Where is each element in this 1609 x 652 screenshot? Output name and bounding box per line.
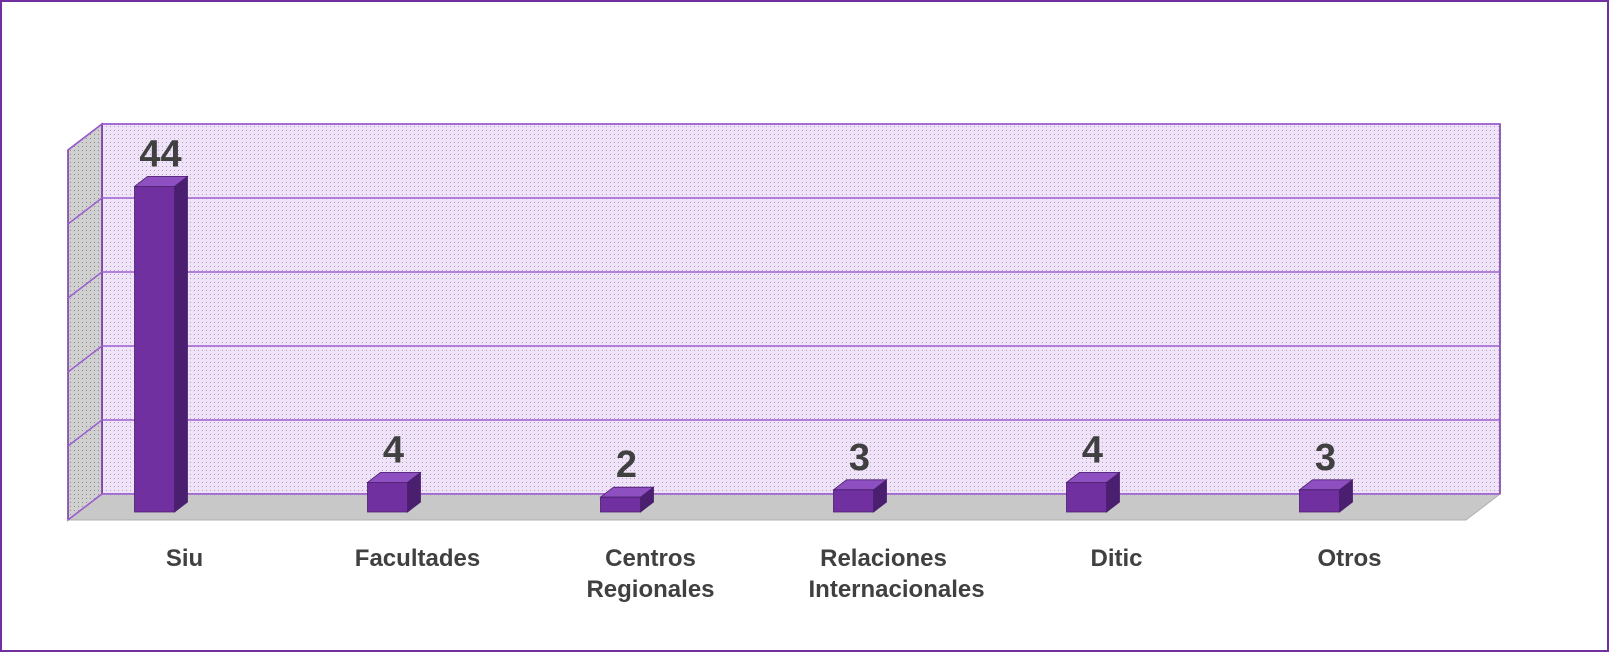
grid-line-side (67, 345, 103, 373)
bar-front (367, 481, 408, 513)
x-tick-label: Centros Regionales (586, 545, 715, 603)
value-label: 3 (849, 437, 870, 479)
bar (1298, 478, 1354, 513)
bar-front (600, 496, 641, 513)
value-label: 4 (1082, 429, 1103, 471)
x-tick-label: Facultades (354, 545, 481, 572)
bar (133, 175, 189, 513)
value-label: 2 (616, 444, 637, 486)
bar-front (134, 185, 175, 513)
value-label: 44 (139, 133, 181, 175)
x-tick-label: Ditic (1090, 545, 1143, 572)
x-tick-label: Siu (165, 545, 204, 572)
x-tick-label: Otros (1317, 545, 1382, 572)
bar (599, 486, 655, 513)
bar (832, 478, 888, 513)
grid-line-side (67, 419, 103, 447)
bar-front (1066, 481, 1107, 513)
back-wall (101, 123, 1501, 495)
x-tick-label: Relaciones Internacionales (808, 545, 985, 603)
bar-front (833, 489, 874, 513)
bar-front (1299, 489, 1340, 513)
bar (366, 471, 422, 513)
grid-line-side (67, 123, 103, 151)
grid-line-side (67, 197, 103, 225)
grid-line-side (67, 271, 103, 299)
value-label: 4 (383, 429, 404, 471)
grid-line-side (67, 493, 103, 521)
bar-side (174, 175, 188, 513)
floor (66, 493, 1502, 521)
side-wall (67, 122, 103, 522)
value-label: 3 (1315, 437, 1336, 479)
bar (1065, 471, 1121, 513)
